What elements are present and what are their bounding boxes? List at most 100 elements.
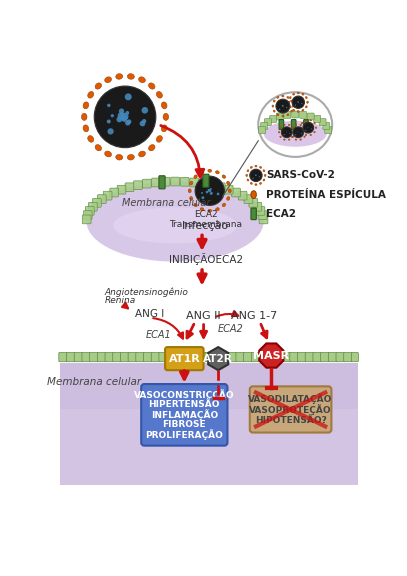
FancyBboxPatch shape [105,353,114,362]
FancyBboxPatch shape [274,353,283,362]
FancyBboxPatch shape [85,206,94,215]
Text: Renina: Renina [104,295,136,305]
FancyBboxPatch shape [136,353,144,362]
Ellipse shape [305,97,307,98]
Ellipse shape [305,106,307,108]
Circle shape [140,121,145,126]
FancyBboxPatch shape [290,353,298,362]
FancyBboxPatch shape [113,353,121,362]
Circle shape [282,105,284,107]
Ellipse shape [246,175,247,176]
Text: VASOCONSTRICÇÃO: VASOCONSTRICÇÃO [134,389,235,400]
Ellipse shape [314,122,315,124]
Ellipse shape [222,175,225,179]
Ellipse shape [304,127,305,128]
Ellipse shape [251,191,256,199]
Circle shape [118,112,125,119]
Ellipse shape [83,102,89,109]
Ellipse shape [208,169,212,172]
Circle shape [311,128,312,129]
FancyBboxPatch shape [259,353,267,362]
FancyBboxPatch shape [244,195,253,203]
Circle shape [127,119,131,124]
Ellipse shape [149,83,155,89]
Circle shape [298,101,299,103]
Ellipse shape [305,120,307,121]
FancyBboxPatch shape [142,179,151,188]
FancyBboxPatch shape [190,178,199,187]
FancyBboxPatch shape [144,353,152,362]
Ellipse shape [284,124,285,126]
FancyBboxPatch shape [159,176,165,189]
FancyBboxPatch shape [159,353,167,362]
Text: SARS-CoV-2: SARS-CoV-2 [266,170,335,180]
Text: ANG II: ANG II [186,310,221,320]
Ellipse shape [208,209,212,213]
FancyBboxPatch shape [203,174,209,187]
Ellipse shape [315,127,317,128]
Circle shape [111,114,114,118]
Circle shape [208,189,209,191]
Ellipse shape [300,139,302,140]
Text: ECA2: ECA2 [218,324,243,335]
Ellipse shape [194,203,197,207]
Circle shape [107,119,111,123]
Circle shape [210,192,212,195]
Ellipse shape [116,154,123,160]
Ellipse shape [282,95,284,97]
FancyBboxPatch shape [97,353,106,362]
Circle shape [289,133,290,134]
Circle shape [142,107,148,113]
FancyBboxPatch shape [151,353,160,362]
Ellipse shape [264,121,327,147]
FancyBboxPatch shape [74,353,83,362]
FancyBboxPatch shape [103,191,112,200]
FancyBboxPatch shape [284,112,291,119]
Circle shape [295,104,296,106]
Text: PROLIFERAÇÃO: PROLIFERAÇÃO [145,429,223,440]
Circle shape [210,192,213,194]
FancyBboxPatch shape [251,208,256,219]
FancyBboxPatch shape [128,353,137,362]
Ellipse shape [87,181,264,262]
FancyBboxPatch shape [260,123,267,130]
Circle shape [125,93,132,100]
Circle shape [120,115,125,120]
FancyBboxPatch shape [205,353,214,362]
Ellipse shape [300,124,302,126]
Ellipse shape [277,114,279,116]
Circle shape [121,116,127,122]
Text: VASOPROTEÇÃO: VASOPROTEÇÃO [249,404,332,415]
FancyBboxPatch shape [197,353,206,362]
Circle shape [195,176,224,206]
FancyBboxPatch shape [328,353,337,362]
FancyBboxPatch shape [250,386,331,433]
Text: INFLAMAÇÃO: INFLAMAÇÃO [151,410,218,420]
Ellipse shape [288,124,290,126]
Ellipse shape [105,77,112,82]
Ellipse shape [113,207,237,244]
Ellipse shape [190,196,193,200]
Text: Membrana celular: Membrana celular [122,199,210,209]
Circle shape [208,189,211,192]
Ellipse shape [255,165,257,167]
Ellipse shape [263,179,265,181]
Text: ANG I: ANG I [135,309,164,319]
Ellipse shape [156,135,162,142]
Ellipse shape [264,175,266,176]
Ellipse shape [277,97,279,98]
Ellipse shape [127,74,134,79]
FancyBboxPatch shape [217,183,225,192]
Ellipse shape [95,145,101,151]
FancyBboxPatch shape [325,127,332,134]
FancyBboxPatch shape [238,191,247,200]
Ellipse shape [149,145,155,151]
Ellipse shape [297,92,300,94]
Ellipse shape [156,92,162,98]
FancyBboxPatch shape [256,206,265,215]
FancyBboxPatch shape [97,195,106,203]
FancyBboxPatch shape [244,353,252,362]
Ellipse shape [301,131,303,133]
FancyBboxPatch shape [83,211,92,219]
Circle shape [201,192,203,194]
